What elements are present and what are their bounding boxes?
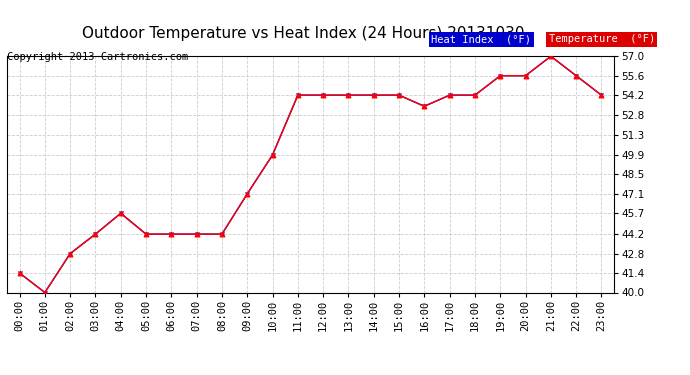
Text: Copyright 2013 Cartronics.com: Copyright 2013 Cartronics.com	[7, 53, 188, 63]
Text: Outdoor Temperature vs Heat Index (24 Hours) 20131030: Outdoor Temperature vs Heat Index (24 Ho…	[82, 26, 525, 41]
Text: Temperature  (°F): Temperature (°F)	[549, 34, 655, 44]
Text: Heat Index  (°F): Heat Index (°F)	[431, 34, 531, 44]
